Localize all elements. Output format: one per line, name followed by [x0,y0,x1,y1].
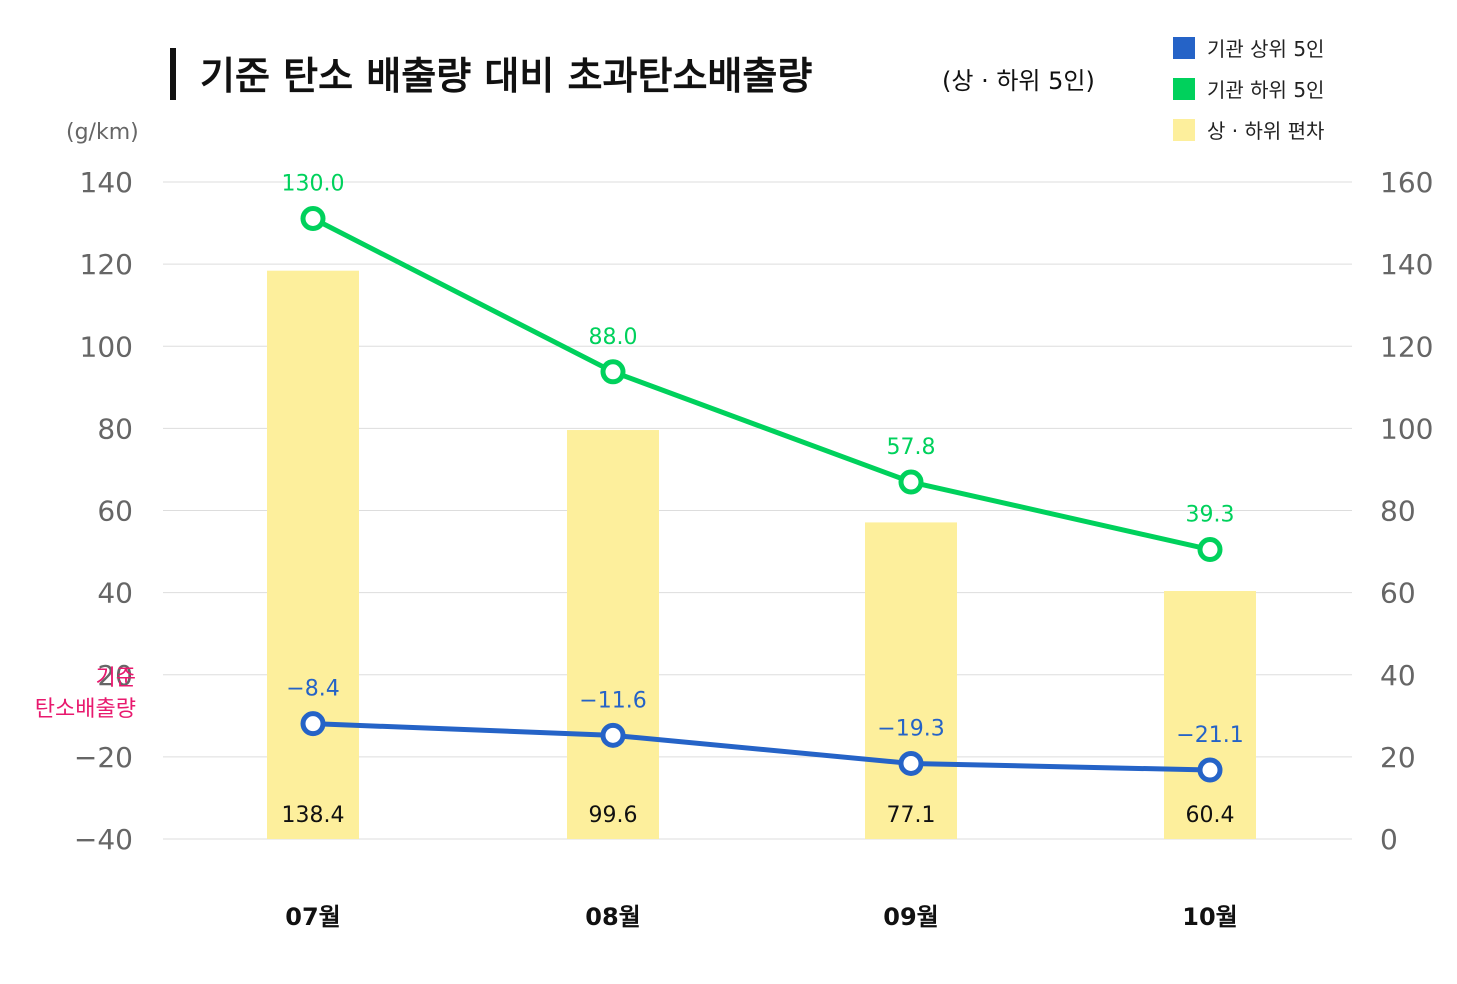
deviation-bar-value-label: 60.4 [1186,803,1235,828]
lines-group: 130.0 88.0 57.8 39.3 −8.4 −11.6 −19.3 −21.1 [282,172,1244,783]
gridlines [163,181,1352,840]
top5-point [1197,757,1223,783]
bottom5-point [600,359,626,385]
left-axis-tick-label: −40 [74,823,133,856]
top5-value-label: −8.4 [286,677,339,702]
deviation-bar-value-label: 77.1 [887,803,936,828]
bottom5-point [300,206,326,231]
deviation-bar [567,430,659,839]
deviation-bar-value-label: 138.4 [282,803,345,828]
bars-group: 138.4 99.6 77.1 60.4 [267,270,1256,839]
top5-point [898,750,924,776]
legend: 기관 상위 5인 기관 하위 5인 상 · 하위 편차 [1173,37,1324,143]
top5-line [312,721,1211,773]
baseline-label-line1: 기준 [96,666,136,691]
deviation-bar [865,522,957,839]
right-axis-tick-label: 80 [1380,495,1416,528]
deviation-bar-value-label: 99.6 [589,803,638,828]
top5-value-label: −21.1 [1176,723,1243,748]
right-axis-tick-label: 40 [1380,659,1416,692]
chart-subtitle: (상 · 하위 5인) [942,67,1095,95]
deviation-bar [1164,590,1256,839]
left-axis-tick-label: 80 [97,412,133,445]
x-axis-tick-label: 10월 [1182,903,1237,931]
title-marker [170,48,176,100]
legend-swatch-deviation [1173,119,1195,141]
legend-label-deviation: 상 · 하위 편차 [1207,119,1324,143]
legend-label-bottom5: 기관 하위 5인 [1207,78,1324,102]
deviation-bar [267,270,359,839]
right-axis-tick-label: 140 [1380,248,1433,281]
bottom5-value-label: 88.0 [589,325,638,350]
right-axis-tick-label: 120 [1380,330,1433,363]
bottom5-point [1197,537,1223,563]
left-axis-tick-label: −20 [74,741,133,774]
right-axis-tick-label: 100 [1380,412,1433,445]
legend-swatch-bottom5 [1173,78,1195,100]
top5-point [300,711,326,737]
left-axis-tick-label: 100 [80,330,133,363]
right-axis-tick-label: 0 [1380,823,1398,856]
legend-swatch-top5 [1173,37,1195,59]
left-axis-tick-label: 20 [97,659,133,692]
right-axis-tick-label: 160 [1380,166,1433,199]
chart-title: 기준 탄소 배출량 대비 초과탄소배출량 [200,54,812,98]
baseline-label-line2: 탄소배출량 [35,697,136,722]
right-axis-tick-label: 60 [1380,577,1416,610]
right-axis-tick-label: 20 [1380,741,1416,774]
left-axis-tick-label: 60 [97,495,133,528]
top5-value-label: −19.3 [877,716,944,741]
unit-label: (g/km) [66,120,139,145]
x-axis-tick-label: 09월 [883,903,938,931]
bottom5-point [898,469,924,495]
bottom5-value-label: 130.0 [282,172,345,197]
top5-point [600,722,626,748]
bottom5-value-label: 39.3 [1186,503,1235,528]
bottom5-line [311,216,1211,552]
bottom5-value-label: 57.8 [887,435,936,460]
left-axis-tick-label: 140 [80,166,133,199]
x-axis-tick-label: 07월 [285,903,340,931]
axes-group: 140 120 100 80 60 40 20 −20 −40 160 140 120 100 80 60 4… [74,166,1434,931]
left-axis-tick-label: 40 [97,577,133,610]
left-axis-tick-label: 120 [80,248,133,281]
legend-label-top5: 기관 상위 5인 [1207,37,1324,61]
top5-value-label: −11.6 [579,688,646,713]
x-axis-tick-label: 08월 [585,903,640,931]
